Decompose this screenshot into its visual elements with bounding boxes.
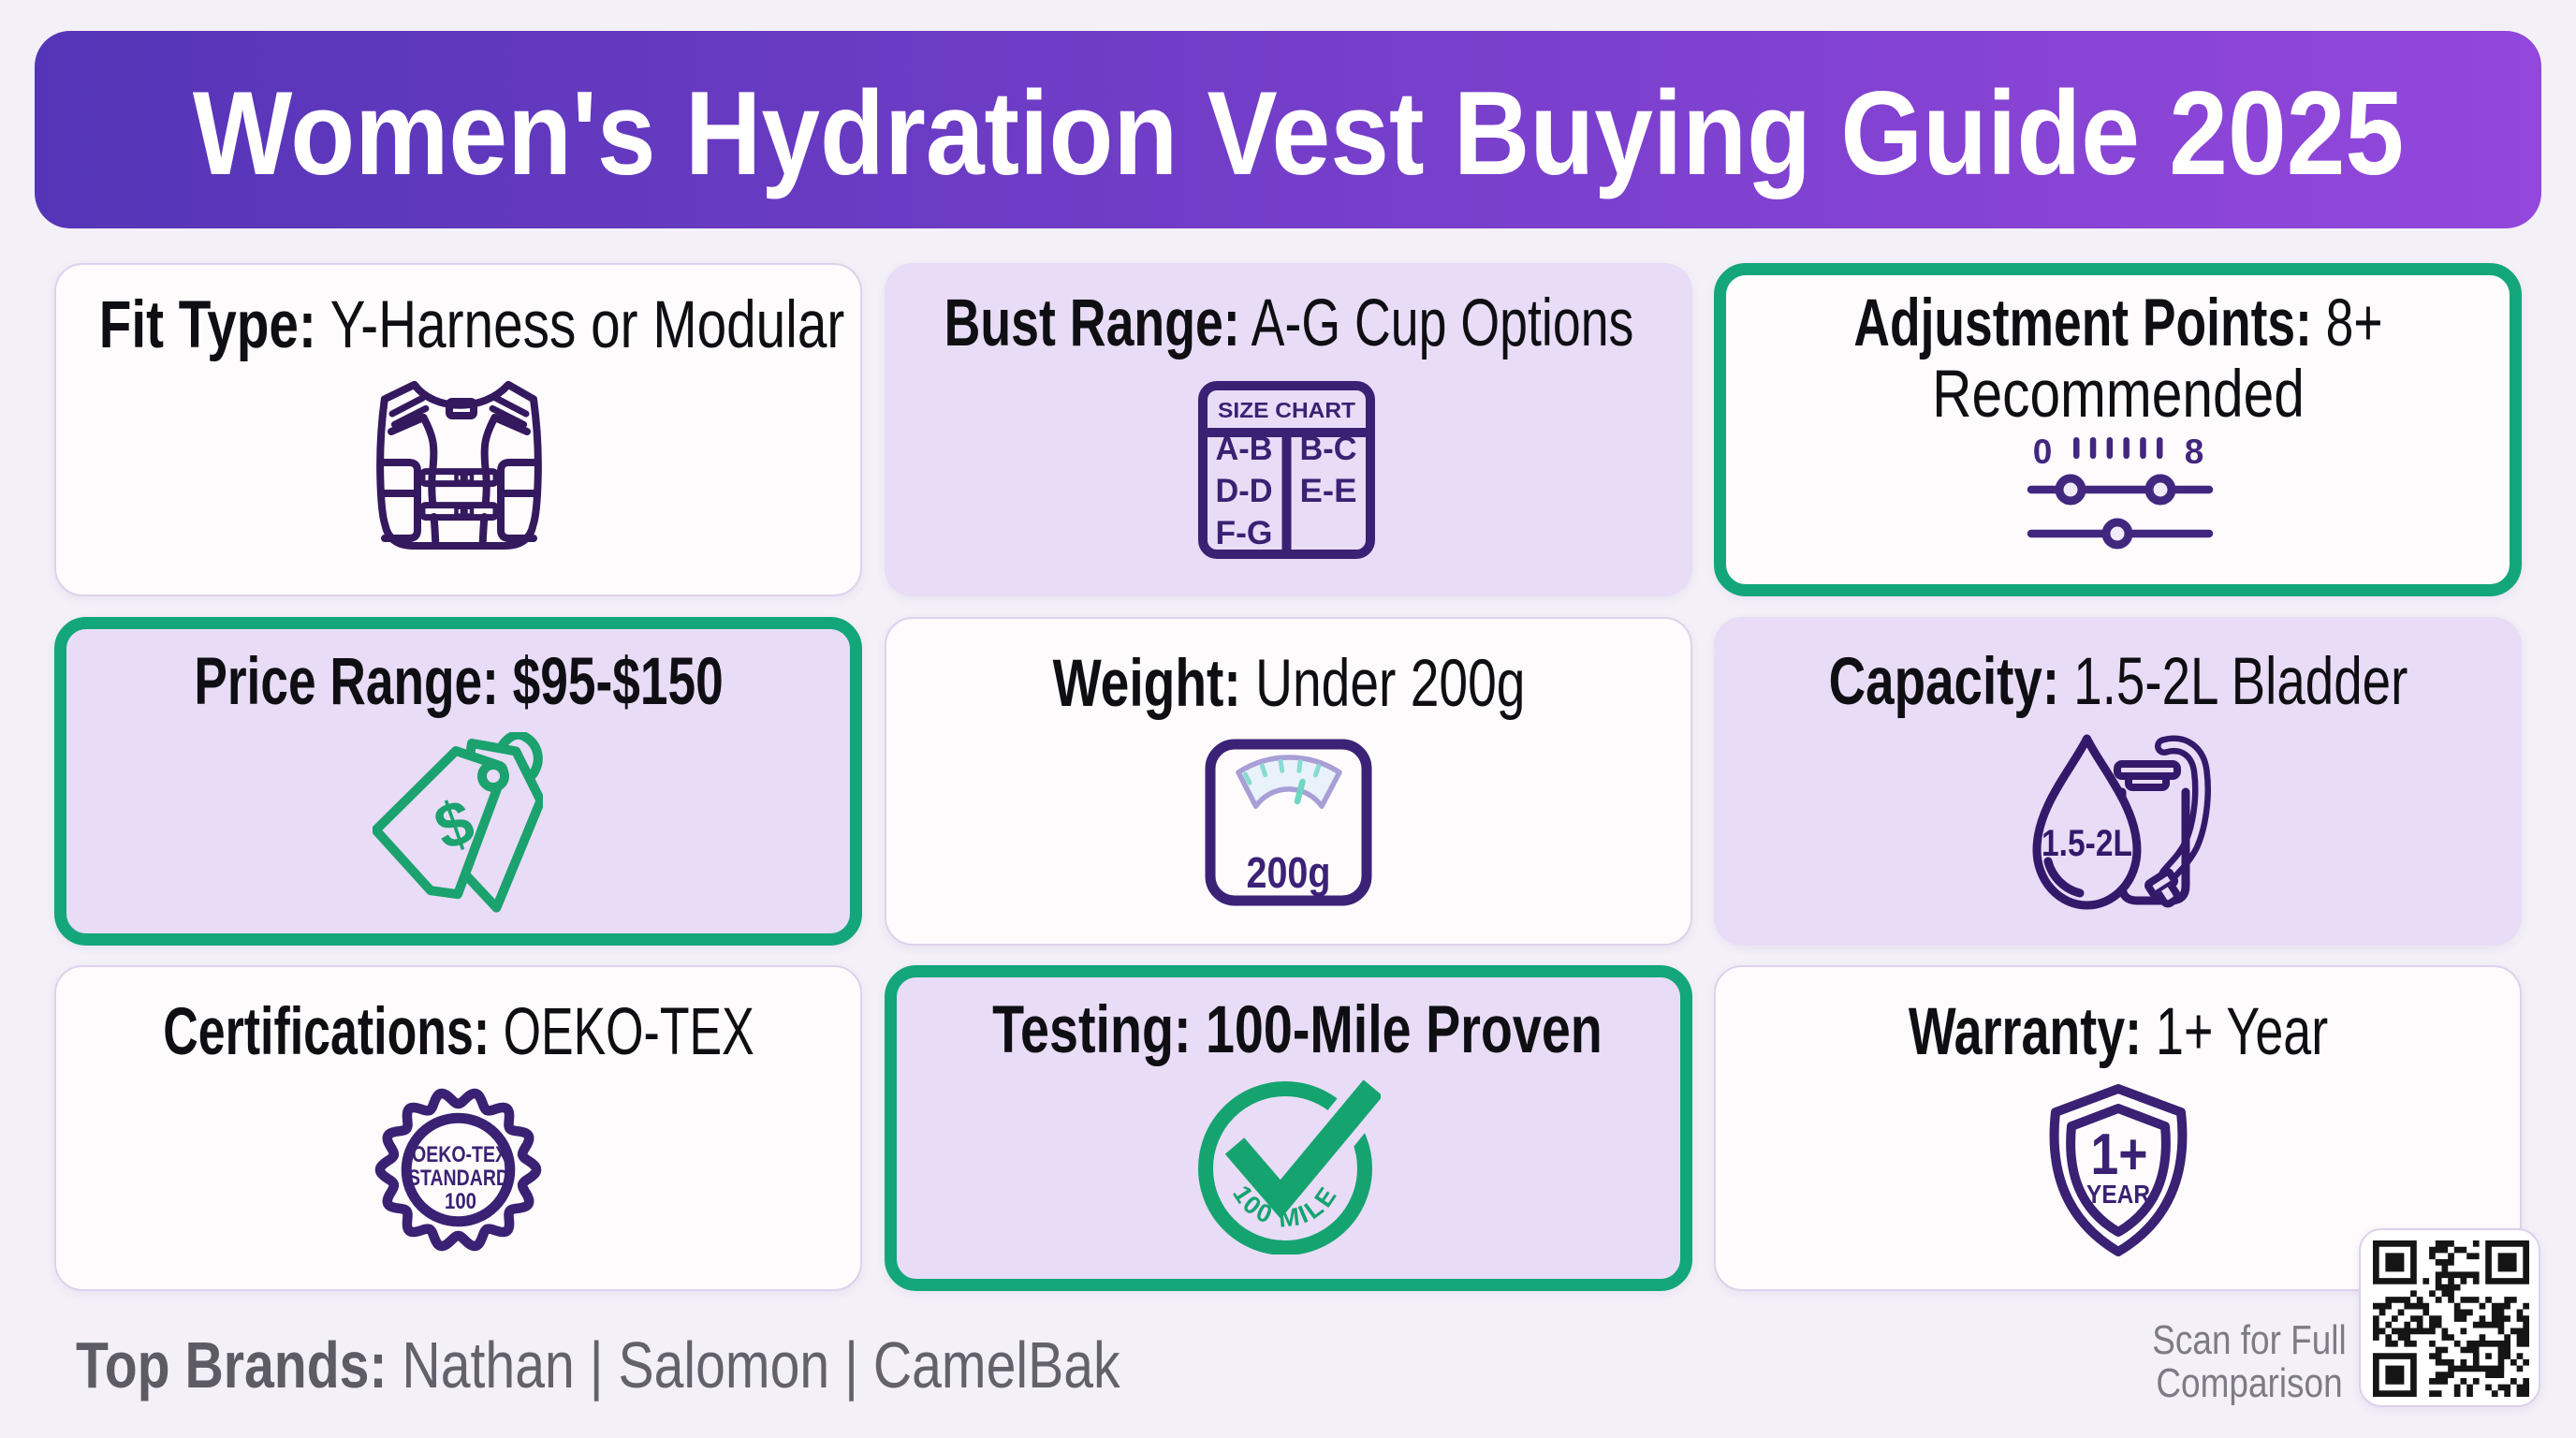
svg-text:E-E: E-E [1300, 473, 1357, 509]
svg-text:1+: 1+ [2091, 1123, 2148, 1187]
svg-text:1.5-2L: 1.5-2L [2042, 823, 2132, 864]
svg-text:OEKO-TEX: OEKO-TEX [412, 1142, 507, 1167]
svg-text:STANDARD: STANDARD [408, 1166, 509, 1191]
svg-text:F-G: F-G [1216, 515, 1273, 551]
svg-text:0: 0 [2033, 433, 2053, 471]
svg-text:YEAR: YEAR [2086, 1180, 2150, 1209]
svg-text:SIZE CHART: SIZE CHART [1218, 398, 1355, 422]
svg-text:200g: 200g [1247, 848, 1331, 897]
svg-text:B-C: B-C [1300, 431, 1357, 467]
svg-text:A-B: A-B [1216, 431, 1273, 467]
svg-text:D-D: D-D [1216, 473, 1273, 509]
svg-text:8: 8 [2185, 433, 2204, 471]
svg-text:100: 100 [445, 1189, 476, 1214]
